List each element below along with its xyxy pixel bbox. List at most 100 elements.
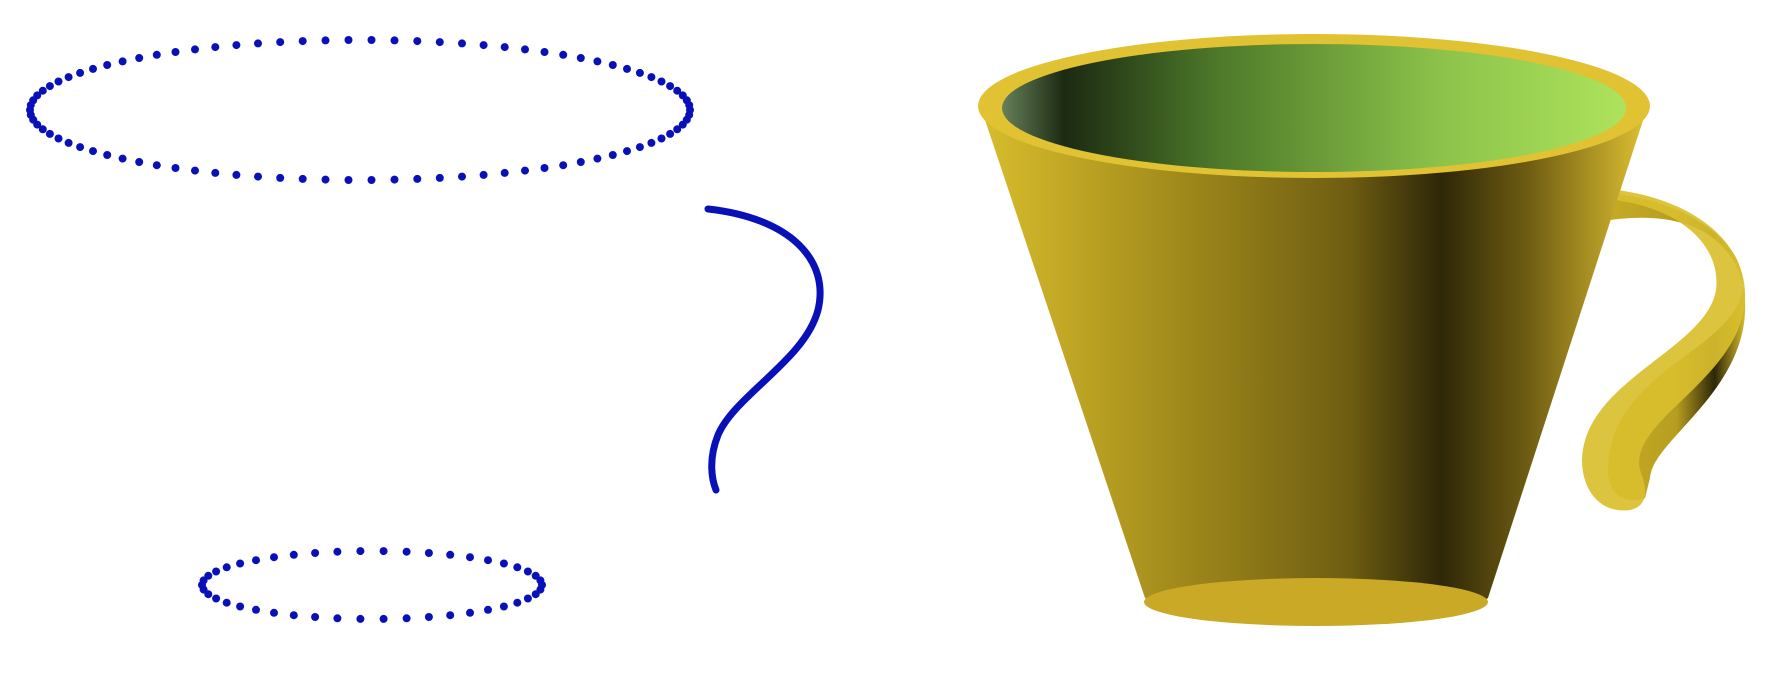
ring-point: [367, 176, 376, 184]
ring-point: [559, 50, 568, 59]
ring-point: [673, 86, 682, 95]
ring-point: [152, 161, 161, 170]
ring-point: [484, 605, 492, 614]
ring-point: [64, 138, 73, 147]
ring-point: [252, 605, 260, 614]
ring-point: [593, 57, 602, 66]
handle-curve: [704, 205, 824, 494]
ring-point: [270, 553, 278, 562]
ring-point: [76, 68, 85, 77]
ring-point: [435, 173, 444, 182]
point-cloud-panel: [26, 36, 824, 623]
ring-point: [103, 151, 112, 159]
ring-point: [54, 134, 63, 143]
ring-point: [191, 166, 199, 175]
ring-point: [289, 550, 298, 559]
ring-point: [135, 158, 144, 166]
ring-point: [356, 547, 365, 556]
ring-point: [513, 563, 522, 572]
ring-point: [424, 549, 433, 557]
bottom-ring-points: [198, 547, 546, 623]
ring-point: [523, 594, 532, 603]
ring-point: [344, 36, 353, 44]
ring-point: [118, 154, 127, 163]
ring-point: [171, 48, 180, 56]
ring-point: [685, 101, 694, 110]
ring-point: [500, 43, 509, 52]
ring-point: [435, 38, 444, 47]
cup-body: [980, 105, 1648, 623]
ring-point: [222, 563, 231, 572]
ring-point: [54, 77, 63, 86]
ring-point: [593, 154, 602, 163]
ring-point: [89, 64, 97, 73]
ring-point: [390, 175, 399, 184]
ring-point: [479, 41, 488, 50]
ring-point: [254, 172, 262, 181]
ring-point: [45, 129, 54, 138]
ring-point: [211, 43, 220, 52]
cup-render: [978, 34, 1746, 626]
ring-point: [657, 134, 666, 143]
ring-point: [678, 120, 687, 129]
ring-point: [270, 608, 278, 617]
ring-point: [466, 608, 474, 617]
ring-point: [623, 64, 631, 73]
ring-point: [484, 556, 492, 565]
ring-point: [89, 147, 97, 156]
ring-point: [623, 147, 631, 156]
ring-point: [222, 598, 231, 607]
ring-point: [252, 556, 260, 565]
ring-point: [211, 168, 220, 177]
ring-point: [608, 151, 617, 159]
ring-point: [321, 36, 330, 45]
ring-point: [379, 614, 388, 623]
ring-point: [458, 39, 466, 48]
ring-point: [311, 549, 320, 557]
ring-point: [232, 170, 241, 179]
ring-point: [499, 559, 508, 568]
ring-point: [413, 174, 422, 183]
ring-point: [479, 170, 488, 179]
ring-point: [344, 176, 353, 184]
ring-point: [64, 73, 73, 82]
ring-point: [666, 82, 675, 91]
ring-point: [45, 82, 54, 91]
ring-point: [608, 61, 617, 69]
ring-point: [38, 125, 47, 134]
ring-point: [379, 547, 388, 556]
ring-point: [321, 175, 330, 184]
ring-point: [458, 172, 466, 181]
ring-point: [536, 576, 545, 585]
ring-point: [333, 614, 342, 623]
ring-point: [673, 125, 682, 134]
ring-point: [666, 129, 675, 138]
ring-point: [254, 39, 262, 48]
ring-point: [212, 594, 221, 603]
ring-point: [390, 36, 399, 45]
ring-point: [500, 168, 509, 177]
ring-point: [135, 54, 144, 62]
ring-point: [647, 138, 656, 147]
ring-point: [446, 550, 455, 559]
ring-point: [576, 158, 585, 166]
ring-point: [499, 602, 508, 611]
ring-point: [540, 48, 549, 56]
ring-point: [521, 45, 529, 54]
cup-handle-front: [1582, 188, 1746, 511]
ring-point: [531, 590, 540, 599]
ring-point: [212, 567, 221, 576]
ring-point: [298, 174, 307, 183]
ring-point: [38, 86, 47, 95]
ring-point: [513, 598, 522, 607]
ring-point: [333, 547, 342, 556]
ring-point: [236, 602, 245, 611]
ring-point: [191, 45, 199, 54]
ring-point: [152, 50, 161, 59]
ring-point: [540, 164, 549, 172]
ring-point: [276, 173, 285, 182]
top-ring-points: [26, 36, 694, 184]
ring-point: [635, 68, 644, 77]
ring-point: [402, 547, 411, 556]
